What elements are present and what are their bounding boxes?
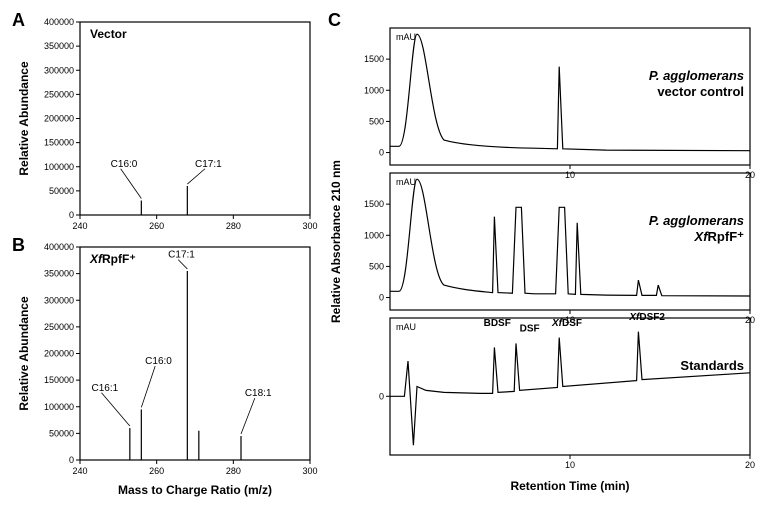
svg-text:C16:1: C16:1 — [92, 383, 119, 394]
svg-text:C17:1: C17:1 — [195, 159, 222, 170]
svg-text:350000: 350000 — [44, 41, 74, 51]
svg-text:Retention Time (min): Retention Time (min) — [510, 479, 629, 493]
svg-text:0: 0 — [69, 455, 74, 465]
svg-text:mAU: mAU — [396, 177, 416, 187]
svg-text:260: 260 — [149, 221, 164, 231]
svg-text:0: 0 — [379, 148, 384, 158]
svg-text:DSF: DSF — [520, 324, 540, 335]
svg-text:400000: 400000 — [44, 17, 74, 27]
svg-text:10: 10 — [565, 170, 575, 180]
svg-text:300: 300 — [302, 466, 317, 476]
svg-text:1500: 1500 — [364, 54, 384, 64]
svg-text:150000: 150000 — [44, 375, 74, 385]
svg-text:C18:1: C18:1 — [245, 388, 272, 399]
svg-text:mAU: mAU — [396, 32, 416, 42]
svg-text:vector control: vector control — [657, 84, 744, 99]
panel-b-svg: 0 50000 100000 150000 200000 250000 300000 3500… — [10, 235, 320, 500]
left-column: A 0 50000 100000 150000 200000 250000 300000 35… — [10, 10, 320, 500]
svg-text:240: 240 — [72, 221, 87, 231]
right-column: C Relative Absorbance 210 nm Retention Ti… — [320, 10, 765, 500]
panel-b-label: B — [12, 235, 25, 256]
svg-text:240: 240 — [72, 466, 87, 476]
svg-text:500: 500 — [369, 116, 384, 126]
svg-text:350000: 350000 — [44, 269, 74, 279]
svg-text:10: 10 — [565, 460, 575, 470]
svg-text:0: 0 — [69, 210, 74, 220]
svg-text:1500: 1500 — [364, 199, 384, 209]
svg-text:P. agglomerans: P. agglomerans — [649, 213, 744, 228]
panel-a-svg: 0 50000 100000 150000 200000 250000 300000 3500… — [10, 10, 320, 235]
svg-text:C16:0: C16:0 — [111, 159, 138, 170]
svg-text:250000: 250000 — [44, 322, 74, 332]
svg-text:500: 500 — [369, 261, 384, 271]
svg-text:XfDSF: XfDSF — [551, 318, 582, 329]
svg-text:C16:0: C16:0 — [145, 356, 172, 367]
svg-text:Relative Abundance: Relative Abundance — [17, 296, 31, 411]
svg-text:280: 280 — [226, 466, 241, 476]
svg-text:mAU: mAU — [396, 322, 416, 332]
svg-text:100000: 100000 — [44, 162, 74, 172]
svg-text:300000: 300000 — [44, 65, 74, 75]
panel-a-label: A — [12, 10, 25, 31]
svg-text:0: 0 — [379, 391, 384, 401]
svg-text:260: 260 — [149, 466, 164, 476]
svg-text:XfRpfF⁺: XfRpfF⁺ — [89, 252, 136, 266]
svg-text:Relative Abundance: Relative Abundance — [17, 61, 31, 176]
panel-c-label: C — [328, 10, 341, 31]
svg-text:250000: 250000 — [44, 89, 74, 99]
svg-text:XfRpfF⁺: XfRpfF⁺ — [694, 229, 745, 244]
panel-a: A 0 50000 100000 150000 200000 250000 300000 35… — [10, 10, 320, 235]
svg-text:P. agglomerans: P. agglomerans — [649, 68, 744, 83]
svg-text:Standards: Standards — [680, 358, 744, 373]
svg-text:0: 0 — [379, 293, 384, 303]
svg-text:1000: 1000 — [364, 230, 384, 240]
svg-text:Mass to Charge Ratio (m/z): Mass to Charge Ratio (m/z) — [118, 483, 272, 497]
panel-c-svg: Relative Absorbance 210 nm Retention Time… — [320, 10, 765, 500]
svg-text:150000: 150000 — [44, 138, 74, 148]
svg-text:300000: 300000 — [44, 295, 74, 305]
svg-text:20: 20 — [745, 460, 755, 470]
svg-text:50000: 50000 — [49, 428, 74, 438]
svg-text:400000: 400000 — [44, 242, 74, 252]
svg-text:280: 280 — [226, 221, 241, 231]
svg-text:C17:1: C17:1 — [168, 250, 195, 261]
svg-text:BDSF: BDSF — [484, 318, 511, 329]
svg-text:Vector: Vector — [90, 27, 127, 41]
svg-text:Relative Absorbance 210 nm: Relative Absorbance 210 nm — [329, 160, 343, 323]
svg-text:200000: 200000 — [44, 349, 74, 359]
figure-root: A 05000010000015000020000025000030000035… — [10, 10, 765, 500]
svg-text:300: 300 — [302, 221, 317, 231]
svg-text:XfDSF2: XfDSF2 — [628, 312, 665, 323]
svg-text:50000: 50000 — [49, 186, 74, 196]
svg-text:100000: 100000 — [44, 402, 74, 412]
svg-text:1000: 1000 — [364, 85, 384, 95]
panel-b: B 0 50000 100000 150000 200000 250000 300000 35… — [10, 235, 320, 500]
svg-text:200000: 200000 — [44, 114, 74, 124]
